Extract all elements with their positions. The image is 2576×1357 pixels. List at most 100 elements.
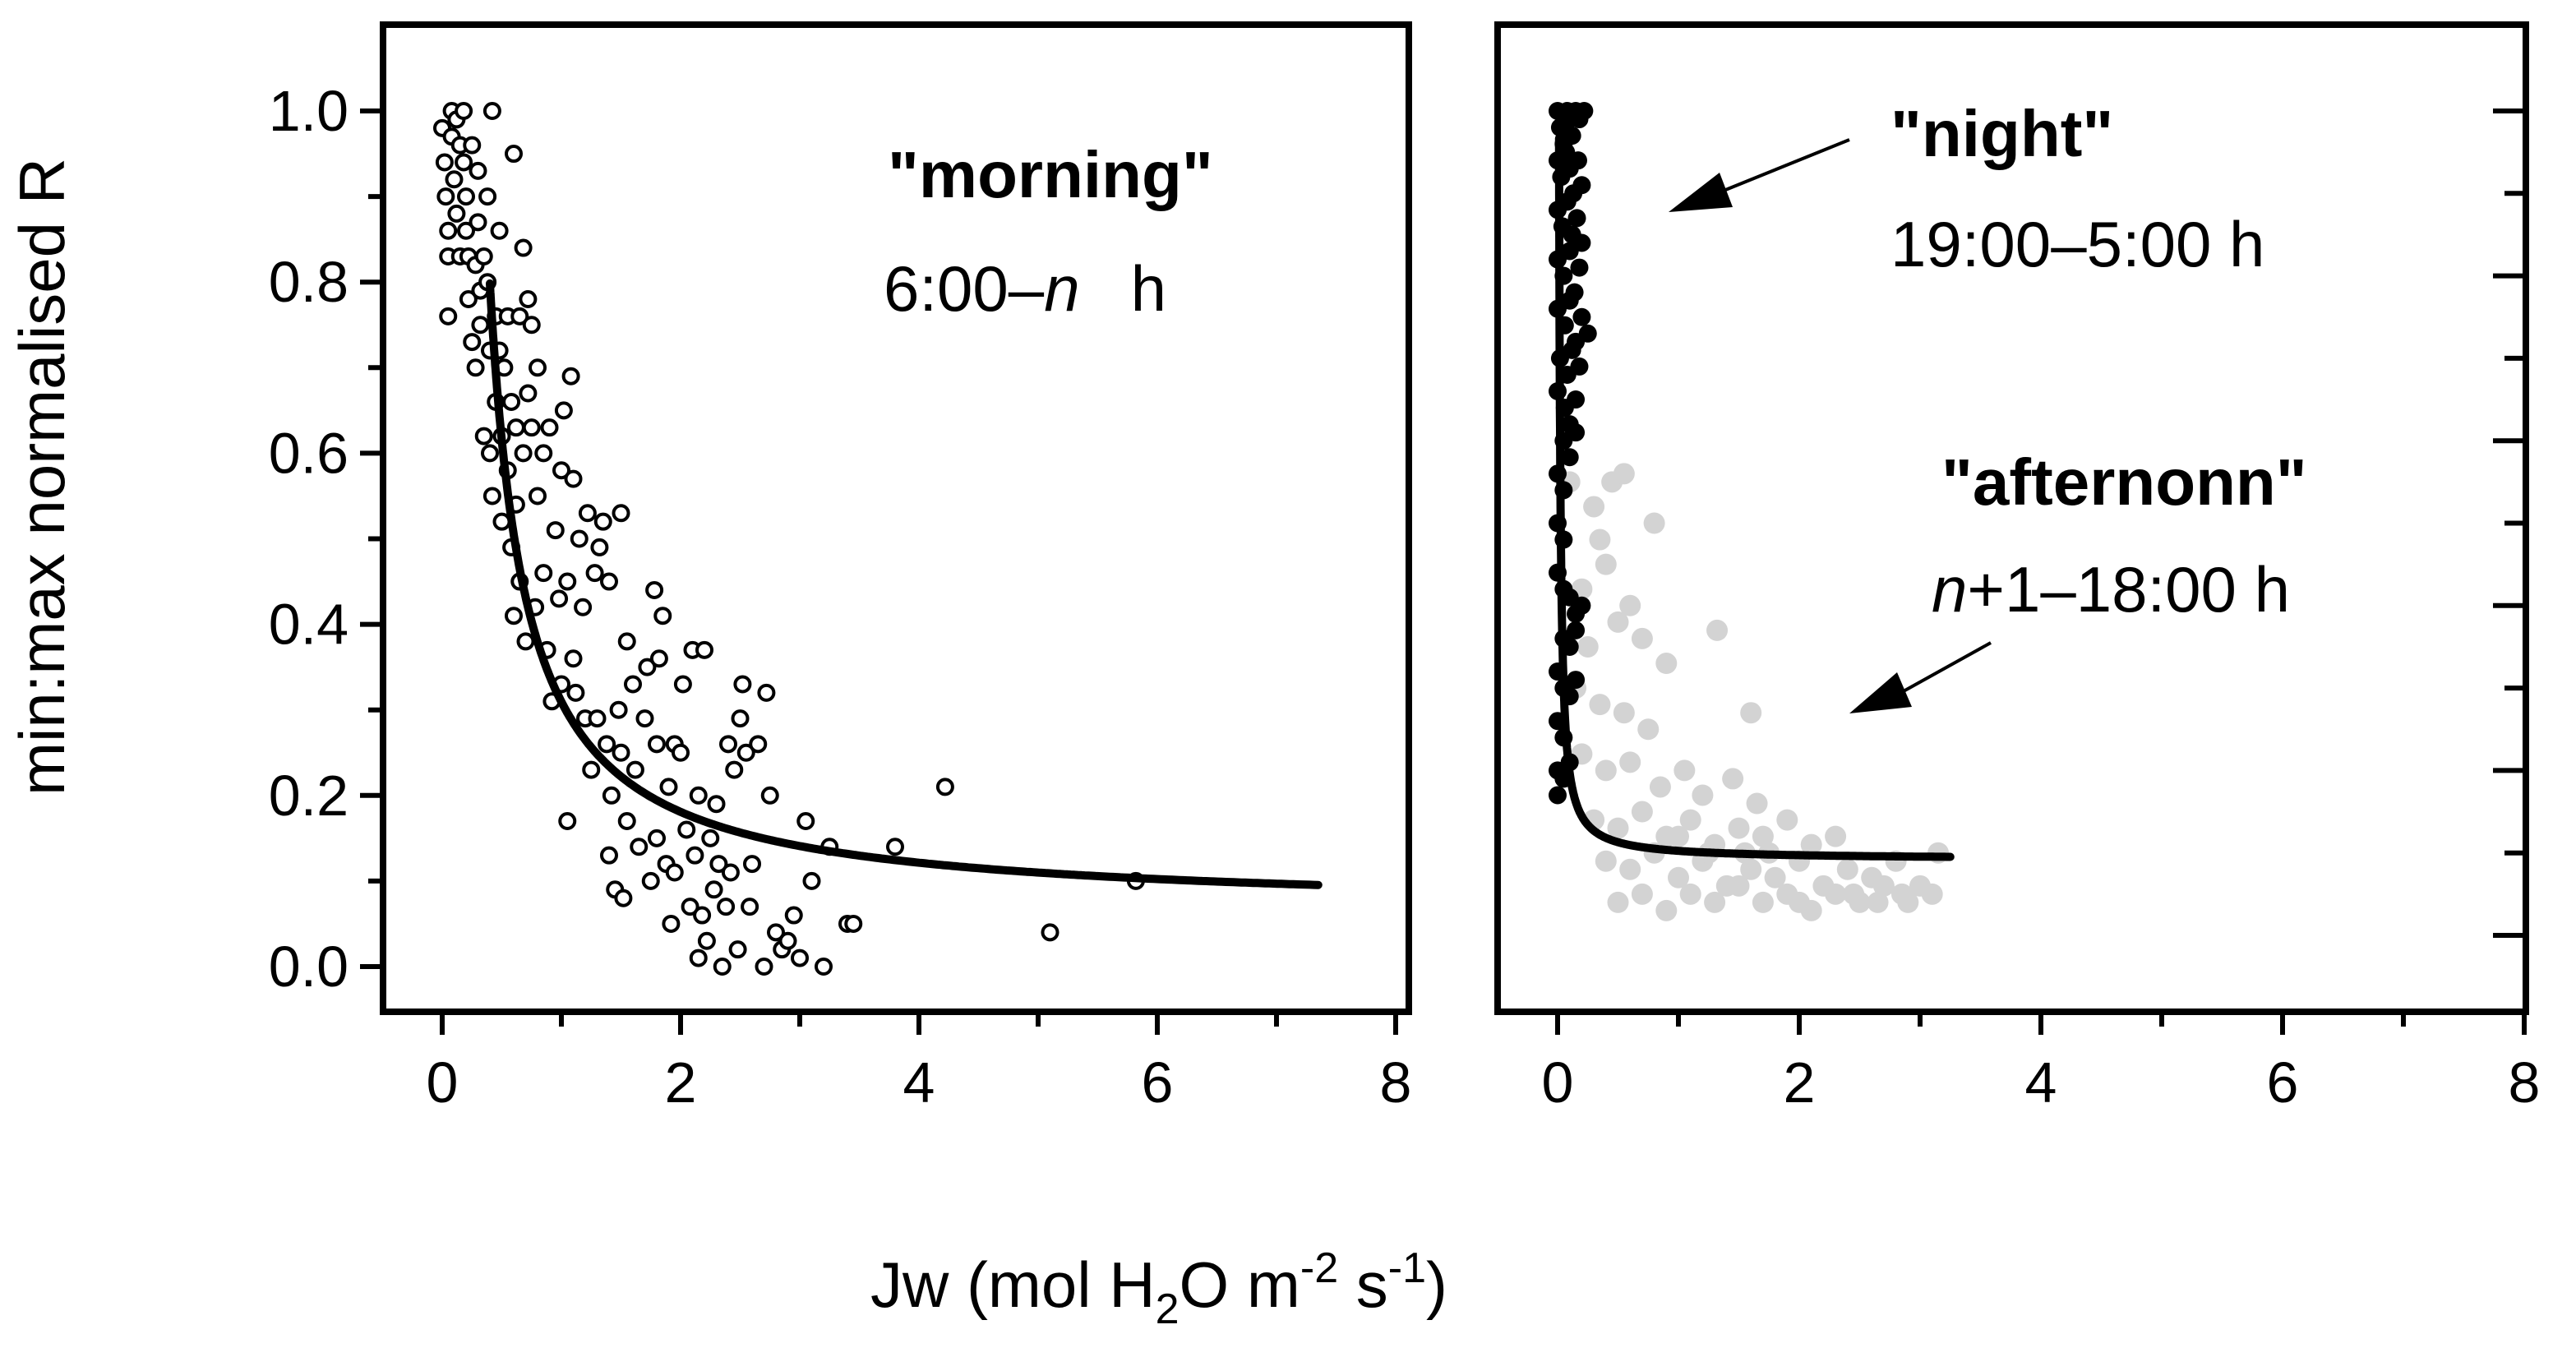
morning-point xyxy=(445,170,464,189)
morning-point xyxy=(686,846,704,865)
morning-point xyxy=(474,427,493,445)
morning-point xyxy=(695,640,713,659)
xlabel-superscript2: -1 xyxy=(1388,1244,1426,1292)
night-point xyxy=(1567,390,1586,409)
afternoon-point xyxy=(1613,463,1635,485)
morning-point xyxy=(721,863,740,882)
afternoon-point xyxy=(1890,883,1913,905)
afternoon-point xyxy=(1619,594,1641,616)
afternoon-time-n: n xyxy=(1932,553,1967,625)
morning-point xyxy=(731,709,750,728)
morning-point xyxy=(439,221,458,240)
morning-point xyxy=(649,649,668,668)
y-tick-label: 0.4 xyxy=(269,593,349,657)
afternoon-point xyxy=(1631,883,1653,905)
y-tick-label: 0.6 xyxy=(269,421,349,485)
morning-point xyxy=(471,316,490,335)
morning-point xyxy=(482,102,501,120)
morning-point xyxy=(743,855,761,874)
afternoon-point xyxy=(1722,768,1744,790)
morning-point xyxy=(757,683,776,702)
morning-point xyxy=(534,444,553,463)
y-tick-label: 0.2 xyxy=(269,764,349,828)
morning-point xyxy=(736,743,755,762)
morning-point xyxy=(578,504,597,523)
x-tick-label: 2 xyxy=(1784,1050,1816,1115)
afternoon-point xyxy=(1655,653,1678,675)
morning-point xyxy=(506,418,525,437)
morning-point xyxy=(447,204,466,223)
afternoon-point xyxy=(1643,512,1665,534)
afternoon-point xyxy=(1740,702,1762,724)
night-point xyxy=(1578,324,1597,343)
morning-point xyxy=(741,898,759,916)
afternoon-title: "afternonn" xyxy=(1941,445,2307,519)
morning-point xyxy=(519,384,538,403)
morning-point xyxy=(505,607,523,625)
afternoon-point xyxy=(1872,875,1895,897)
morning-title: "morning" xyxy=(888,138,1213,211)
morning-time-suffix: h xyxy=(1131,252,1166,325)
xlabel-prefix: Jw (mol H xyxy=(870,1249,1156,1321)
morning-point xyxy=(707,795,726,814)
night-point xyxy=(1560,242,1579,261)
afternoon-point xyxy=(1589,694,1611,716)
morning-point xyxy=(653,607,672,625)
morning-point xyxy=(719,735,737,754)
morning-point xyxy=(638,658,657,676)
afternoon-point xyxy=(1752,891,1774,913)
morning-point xyxy=(659,778,678,796)
morning-point xyxy=(697,931,716,950)
afternoon-point xyxy=(1740,858,1762,880)
morning-point xyxy=(733,675,752,694)
afternoon-point xyxy=(1843,883,1865,905)
y-tick-label: 1.0 xyxy=(269,79,349,143)
night-point xyxy=(1567,423,1586,442)
morning-point xyxy=(713,958,732,976)
morning-point xyxy=(760,786,779,805)
morning-point xyxy=(546,521,565,540)
afternoon-point xyxy=(1746,792,1768,815)
morning-point xyxy=(617,632,636,651)
right-fit-curve xyxy=(1554,134,1955,861)
morning-point xyxy=(558,812,577,831)
morning-point xyxy=(600,846,618,865)
morning-point xyxy=(519,290,538,309)
morning-point xyxy=(689,786,708,805)
afternoon-point xyxy=(1704,891,1726,913)
morning-point xyxy=(514,238,533,257)
morning-point xyxy=(516,632,535,651)
left-ticks xyxy=(360,108,1398,1035)
morning-point xyxy=(796,812,815,831)
morning-point xyxy=(600,572,618,591)
morning-point xyxy=(588,709,607,728)
morning-point xyxy=(755,958,773,976)
morning-point xyxy=(502,392,521,411)
afternoon-point xyxy=(1679,809,1701,831)
morning-point xyxy=(778,931,797,950)
xlabel-subscript: 2 xyxy=(1156,1285,1180,1333)
morning-point xyxy=(510,307,529,325)
x-tick-label: 2 xyxy=(665,1050,697,1115)
morning-point xyxy=(630,838,649,856)
morning-point xyxy=(784,906,803,925)
morning-point xyxy=(665,863,684,882)
morning-point xyxy=(529,487,547,505)
afternoon-point xyxy=(1921,883,1943,905)
morning-point xyxy=(662,914,681,933)
morning-point xyxy=(767,923,785,942)
morning-point xyxy=(612,504,630,523)
night-point xyxy=(1572,176,1591,195)
x-tick-label: 8 xyxy=(1380,1050,1412,1115)
x-tick-label: 6 xyxy=(2267,1050,2299,1115)
morning-point xyxy=(1041,923,1059,942)
night-point xyxy=(1572,307,1591,326)
morning-point xyxy=(585,564,604,583)
morning-point xyxy=(574,598,593,616)
afternoon-point xyxy=(1637,718,1660,741)
night-title: "night" xyxy=(1890,97,2113,170)
afternoon-point xyxy=(1583,496,1605,518)
afternoon-point xyxy=(1619,751,1641,773)
afternoon-arrow-line xyxy=(1901,641,1992,694)
